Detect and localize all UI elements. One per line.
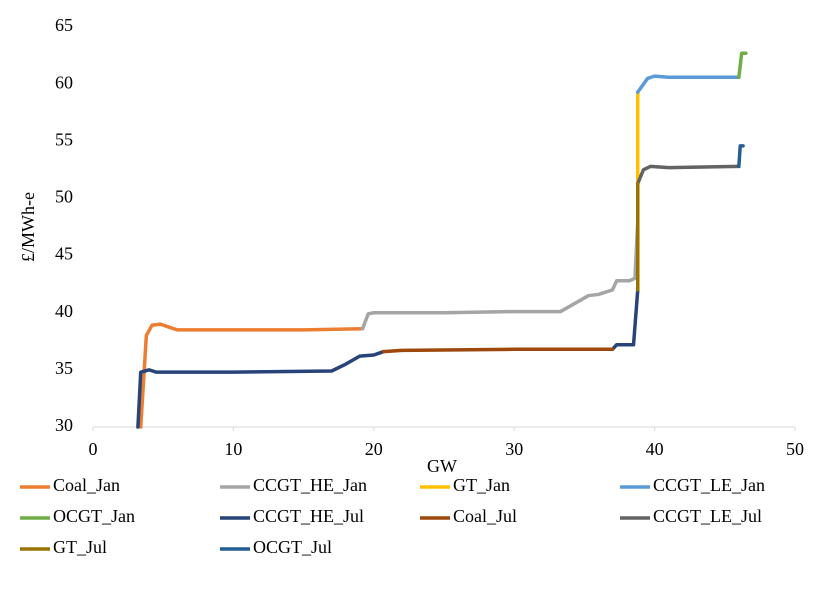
legend-label: Coal_Jan bbox=[53, 475, 120, 495]
series-line bbox=[636, 164, 741, 186]
y-tick-label: 45 bbox=[55, 244, 73, 264]
legend-label: CCGT_HE_Jul bbox=[253, 506, 364, 526]
legend-label: CCGT_LE_Jul bbox=[653, 506, 762, 526]
y-tick-label: 65 bbox=[55, 15, 73, 35]
legend-label: CCGT_LE_Jan bbox=[653, 475, 765, 495]
series-line bbox=[636, 74, 741, 94]
series-line bbox=[360, 219, 640, 331]
x-tick-label: 40 bbox=[646, 439, 664, 459]
series-line bbox=[737, 51, 748, 80]
y-tick-label: 55 bbox=[55, 129, 73, 149]
y-tick-label: 60 bbox=[55, 72, 73, 92]
series-line bbox=[138, 322, 365, 429]
x-tick-label: 50 bbox=[786, 439, 804, 459]
series-line bbox=[136, 288, 640, 429]
x-tick-label: 20 bbox=[365, 439, 383, 459]
x-tick-label: 10 bbox=[224, 439, 242, 459]
legend-label: GT_Jan bbox=[453, 475, 510, 495]
legend-label: CCGT_HE_Jan bbox=[253, 475, 367, 495]
y-tick-label: 40 bbox=[55, 301, 73, 321]
x-tick-label: 30 bbox=[505, 439, 523, 459]
series-line bbox=[737, 144, 745, 169]
x-axis-title: GW bbox=[427, 456, 457, 476]
x-tick-label: 0 bbox=[89, 439, 98, 459]
series-line bbox=[381, 347, 615, 354]
y-axis-title: £/MWh-e bbox=[18, 192, 38, 262]
y-tick-label: 50 bbox=[55, 187, 73, 207]
y-tick-label: 30 bbox=[55, 415, 73, 435]
legend-label: OCGT_Jan bbox=[53, 506, 135, 526]
legend-label: Coal_Jul bbox=[453, 506, 517, 526]
y-tick-label: 35 bbox=[55, 358, 73, 378]
legend-label: OCGT_Jul bbox=[253, 537, 332, 557]
legend-label: GT_Jul bbox=[53, 537, 107, 557]
